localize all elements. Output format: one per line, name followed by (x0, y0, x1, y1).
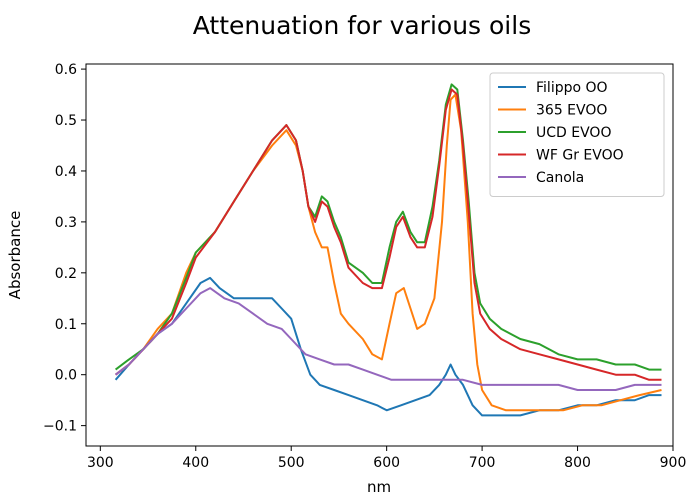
legend-label: Canola (536, 170, 584, 186)
y-tick-label: 0.2 (55, 266, 77, 282)
legend: Filippo OO 365 EVOO UCD EVOO WF Gr EVOO Cano… (489, 72, 665, 197)
y-tick-label: 0.5 (55, 113, 77, 129)
plot-frame (85, 63, 674, 447)
x-tick-label: 400 (182, 455, 209, 471)
legend-label: UCD EVOO (536, 125, 611, 141)
legend-label: 365 EVOO (536, 103, 607, 119)
y-axis: −0.1 0.0 0.1 0.2 0.3 0.4 0.5 0.6 (43, 62, 86, 435)
y-tick-label: 0.3 (55, 215, 77, 231)
legend-box (489, 72, 665, 197)
x-tick-label: 700 (469, 455, 496, 471)
x-tick-label: 600 (373, 455, 400, 471)
x-tick-label: 300 (87, 455, 114, 471)
x-axis: 300 400 500 600 700 800 900 (87, 446, 686, 471)
chart-title: Attenuation for various oils (193, 11, 531, 40)
legend-label: Filippo OO (536, 80, 608, 96)
series-line-filippo-oo (114, 276, 662, 417)
series-layer (114, 83, 662, 417)
y-tick-label: 0.0 (55, 368, 77, 384)
x-axis-label: nm (367, 478, 391, 496)
y-tick-label: 0.6 (55, 62, 77, 78)
y-tick-label: 0.4 (55, 164, 77, 180)
y-tick-label: 0.1 (55, 317, 77, 333)
plot-area (85, 63, 674, 447)
legend-label: WF Gr EVOO (536, 148, 624, 164)
x-tick-label: 900 (660, 455, 687, 471)
x-tick-label: 500 (278, 455, 305, 471)
y-tick-label: −0.1 (43, 419, 77, 435)
x-tick-label: 800 (564, 455, 591, 471)
series-line-canola (114, 287, 662, 391)
series-line-wf-gr-evoo (114, 88, 662, 381)
y-axis-label: Absorbance (6, 211, 24, 300)
